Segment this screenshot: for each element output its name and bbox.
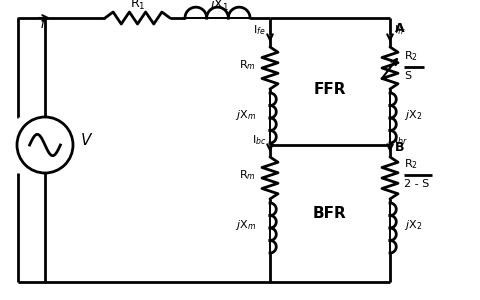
Text: 2 - S: 2 - S [404,179,429,189]
Text: R$_m$: R$_m$ [239,168,256,182]
Text: $j$X$_m$: $j$X$_m$ [235,218,256,232]
Text: R$_m$: R$_m$ [239,58,256,72]
Text: I$_{bc}$: I$_{bc}$ [252,133,266,147]
Text: V: V [81,133,91,148]
Text: BFR: BFR [313,206,347,221]
Text: FFR: FFR [314,82,346,98]
Text: $j$X$_2$: $j$X$_2$ [404,218,422,232]
Text: I$_{fr}$: I$_{fr}$ [394,23,406,37]
Text: B: B [395,141,405,154]
Text: R$_1$: R$_1$ [130,0,145,12]
Text: I$_{fe}$: I$_{fe}$ [253,23,266,37]
Text: S: S [404,71,411,81]
Text: I: I [41,18,45,31]
Text: $j$X$_m$: $j$X$_m$ [235,108,256,122]
Text: $j$X$_1$: $j$X$_1$ [209,0,229,13]
Text: $j$X$_2$: $j$X$_2$ [404,108,422,122]
Text: R$_2$: R$_2$ [404,157,418,171]
Text: R$_2$: R$_2$ [404,49,418,63]
Text: A: A [395,22,405,35]
Text: I$_{br}$: I$_{br}$ [394,133,408,147]
